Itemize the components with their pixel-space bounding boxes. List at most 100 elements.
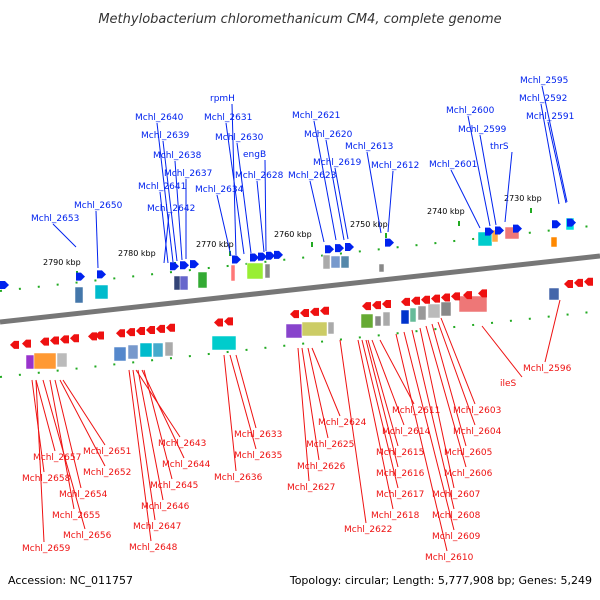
bottom-gene-label: Mchl_2651 xyxy=(83,447,131,457)
top-gene-label: Mchl_2619 xyxy=(313,158,362,168)
forward-gene-arrow xyxy=(552,220,561,229)
bottom-gene-label: Mchl_2622 xyxy=(344,525,392,535)
bottom-gene-label: Mchl_2615 xyxy=(376,448,424,458)
feature-block xyxy=(440,301,452,317)
top-gene-label: Mchl_2592 xyxy=(519,94,567,104)
top-leader-line xyxy=(325,139,345,241)
bottom-gene-label: Mchl_2647 xyxy=(133,522,181,532)
feature-block xyxy=(340,255,350,269)
top-gene-label: Mchl_2595 xyxy=(520,76,568,86)
reverse-gene-arrow xyxy=(40,337,49,346)
top-gene-label: Mchl_2621 xyxy=(292,111,340,121)
bottom-leader-line xyxy=(361,339,399,489)
top-leader-line xyxy=(163,213,170,264)
topology-label: Topology: circular; Length: 5,777,908 bp… xyxy=(289,574,592,587)
bottom-gene-label: Mchl_2618 xyxy=(371,511,420,521)
forward-gene-arrow xyxy=(266,251,275,260)
feature-blocks xyxy=(25,217,575,370)
bottom-gene-label: Mchl_2611 xyxy=(392,406,440,416)
bottom-leader-line xyxy=(544,299,561,363)
bottom-gene-label: Mchl_2604 xyxy=(453,427,502,437)
bottom-gene-label: Mchl_2616 xyxy=(376,469,425,479)
feature-block xyxy=(360,313,374,329)
reverse-gene-arrow xyxy=(463,291,472,300)
top-gene-label: thrS xyxy=(490,142,509,152)
feature-block xyxy=(56,352,68,368)
top-gene-label: Mchl_2613 xyxy=(345,142,393,152)
top-gene-label: Mchl_2631 xyxy=(204,113,252,123)
top-gene-label: Mchl_2591 xyxy=(526,112,574,122)
feature-block xyxy=(94,284,109,300)
reverse-gene-arrow xyxy=(50,336,59,345)
reverse-gene-arrow xyxy=(320,306,329,315)
feature-block xyxy=(164,341,174,357)
bottom-gene-label: Mchl_2645 xyxy=(150,481,198,491)
reverse-gene-arrow xyxy=(362,302,371,311)
feature-block xyxy=(139,342,153,358)
top-gene-label: Mchl_2620 xyxy=(304,130,353,140)
reverse-gene-arrow xyxy=(411,296,420,305)
top-leader-line xyxy=(309,180,325,243)
forward-gene-arrow xyxy=(232,255,241,264)
accession-label: Accession: NC_011757 xyxy=(8,574,133,587)
bottom-leader-line xyxy=(35,379,56,452)
top-leader-line xyxy=(540,103,560,205)
top-leader-line xyxy=(467,115,491,227)
forward-gene-arrow xyxy=(325,245,334,254)
top-leader-line xyxy=(334,167,349,240)
bottom-gene-label: Mchl_2624 xyxy=(318,418,367,428)
bottom-leader-line xyxy=(128,369,152,542)
reverse-gene-arrow xyxy=(88,332,97,341)
feature-block xyxy=(113,346,127,362)
top-gene-label: rpmH xyxy=(210,94,235,104)
kbp-label: 2770 kbp xyxy=(196,240,234,249)
top-leader-line xyxy=(479,134,497,226)
reverse-gene-arrow xyxy=(146,325,155,334)
reverse-gene-arrow xyxy=(116,329,125,338)
top-gene-label: engB xyxy=(243,150,266,160)
reverse-gene-arrow xyxy=(421,295,430,304)
reverse-gene-arrow xyxy=(574,278,583,287)
bottom-gene-label: Mchl_2626 xyxy=(297,462,346,472)
bottom-gene-label: Mchl_2654 xyxy=(59,490,108,500)
kbp-label: 2740 kbp xyxy=(427,207,465,216)
feature-block xyxy=(179,275,189,291)
top-leader-line xyxy=(313,120,337,241)
bottom-gene-label: Mchl_2625 xyxy=(306,440,354,450)
reverse-gene-arrow xyxy=(564,279,573,288)
bottom-gene-label: Mchl_2610 xyxy=(425,553,474,563)
bottom-gene-label: Mchl_2648 xyxy=(129,543,178,553)
top-gene-label: Mchl_2630 xyxy=(215,133,264,143)
reverse-gene-arrow xyxy=(431,294,440,303)
feature-block xyxy=(230,264,236,282)
bottom-leader-line xyxy=(137,369,164,501)
top-leader-line xyxy=(366,151,382,234)
forward-gene-arrow xyxy=(258,252,267,261)
reverse-gene-arrow xyxy=(224,317,233,326)
forward-gene-arrow xyxy=(180,261,189,270)
reverse-gene-arrow xyxy=(300,309,309,317)
feature-block xyxy=(152,342,164,358)
top-gene-label: Mchl_2637 xyxy=(164,169,212,179)
bottom-gene-label: Mchl_2617 xyxy=(376,490,424,500)
feature-block xyxy=(246,262,264,280)
top-gene-label: Mchl_2639 xyxy=(141,131,190,141)
top-leader-line xyxy=(541,85,568,203)
bottom-leader-line xyxy=(59,379,106,467)
bottom-gene-label: Mchl_2608 xyxy=(432,511,481,521)
top-leader-line xyxy=(52,223,77,248)
bottom-leader-line xyxy=(379,339,415,405)
bottom-leader-line xyxy=(339,339,367,524)
bottom-leader-line xyxy=(141,369,185,459)
feature-block xyxy=(74,286,84,304)
bottom-leader-line xyxy=(431,323,467,447)
bottom-gene-label: Mchl_2655 xyxy=(52,511,100,521)
bottom-leader-line xyxy=(297,347,310,482)
bottom-gene-label: Mchl_2596 xyxy=(523,364,572,374)
bottom-gene-label: Mchl_2609 xyxy=(432,532,481,542)
bottom-leader-line xyxy=(365,339,399,468)
reverse-gene-arrow xyxy=(584,277,593,286)
top-gene-label: Mchl_2641 xyxy=(138,182,186,192)
top-leader-line xyxy=(95,210,99,269)
